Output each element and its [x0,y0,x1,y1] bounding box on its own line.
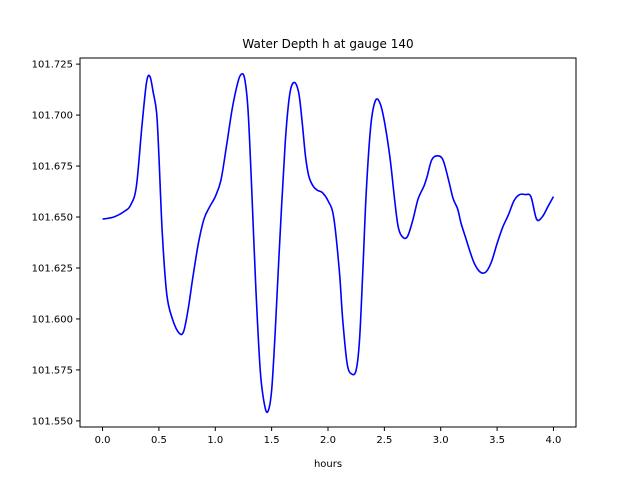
x-tick-label: 4.0 [546,435,562,446]
y-tick-label: 101.700 [32,111,73,122]
x-tick-label: 0.5 [151,435,167,446]
y-tick-label: 101.650 [32,213,73,224]
series-line [102,72,555,414]
y-tick-label: 101.725 [32,60,73,71]
chart-title: Water Depth h at gauge 140 [242,37,413,51]
x-tick-label: 0.0 [95,435,111,446]
x-tick-label: 2.5 [376,435,392,446]
x-axis-label: hours [314,459,342,470]
x-tick-label: 3.0 [433,435,449,446]
x-axis-ticks: 0.0 0.5 1.0 1.5 2.0 2.5 3.0 3.5 4.0 [95,427,562,446]
y-tick-label: 101.550 [32,416,73,427]
plot-frame [79,57,577,428]
y-tick-label: 101.625 [32,263,73,274]
series-layer [102,72,555,414]
y-tick-label: 101.600 [32,314,73,325]
y-axis-ticks: 101.550 101.575 101.600 101.625 101.650 101.6… [32,60,80,427]
x-tick-label: 2.0 [320,435,336,446]
x-tick-label: 1.5 [264,435,280,446]
x-tick-label: 1.0 [207,435,223,446]
x-tick-label: 3.5 [489,435,505,446]
y-tick-label: 101.675 [32,162,73,173]
y-tick-label: 101.575 [32,365,73,376]
